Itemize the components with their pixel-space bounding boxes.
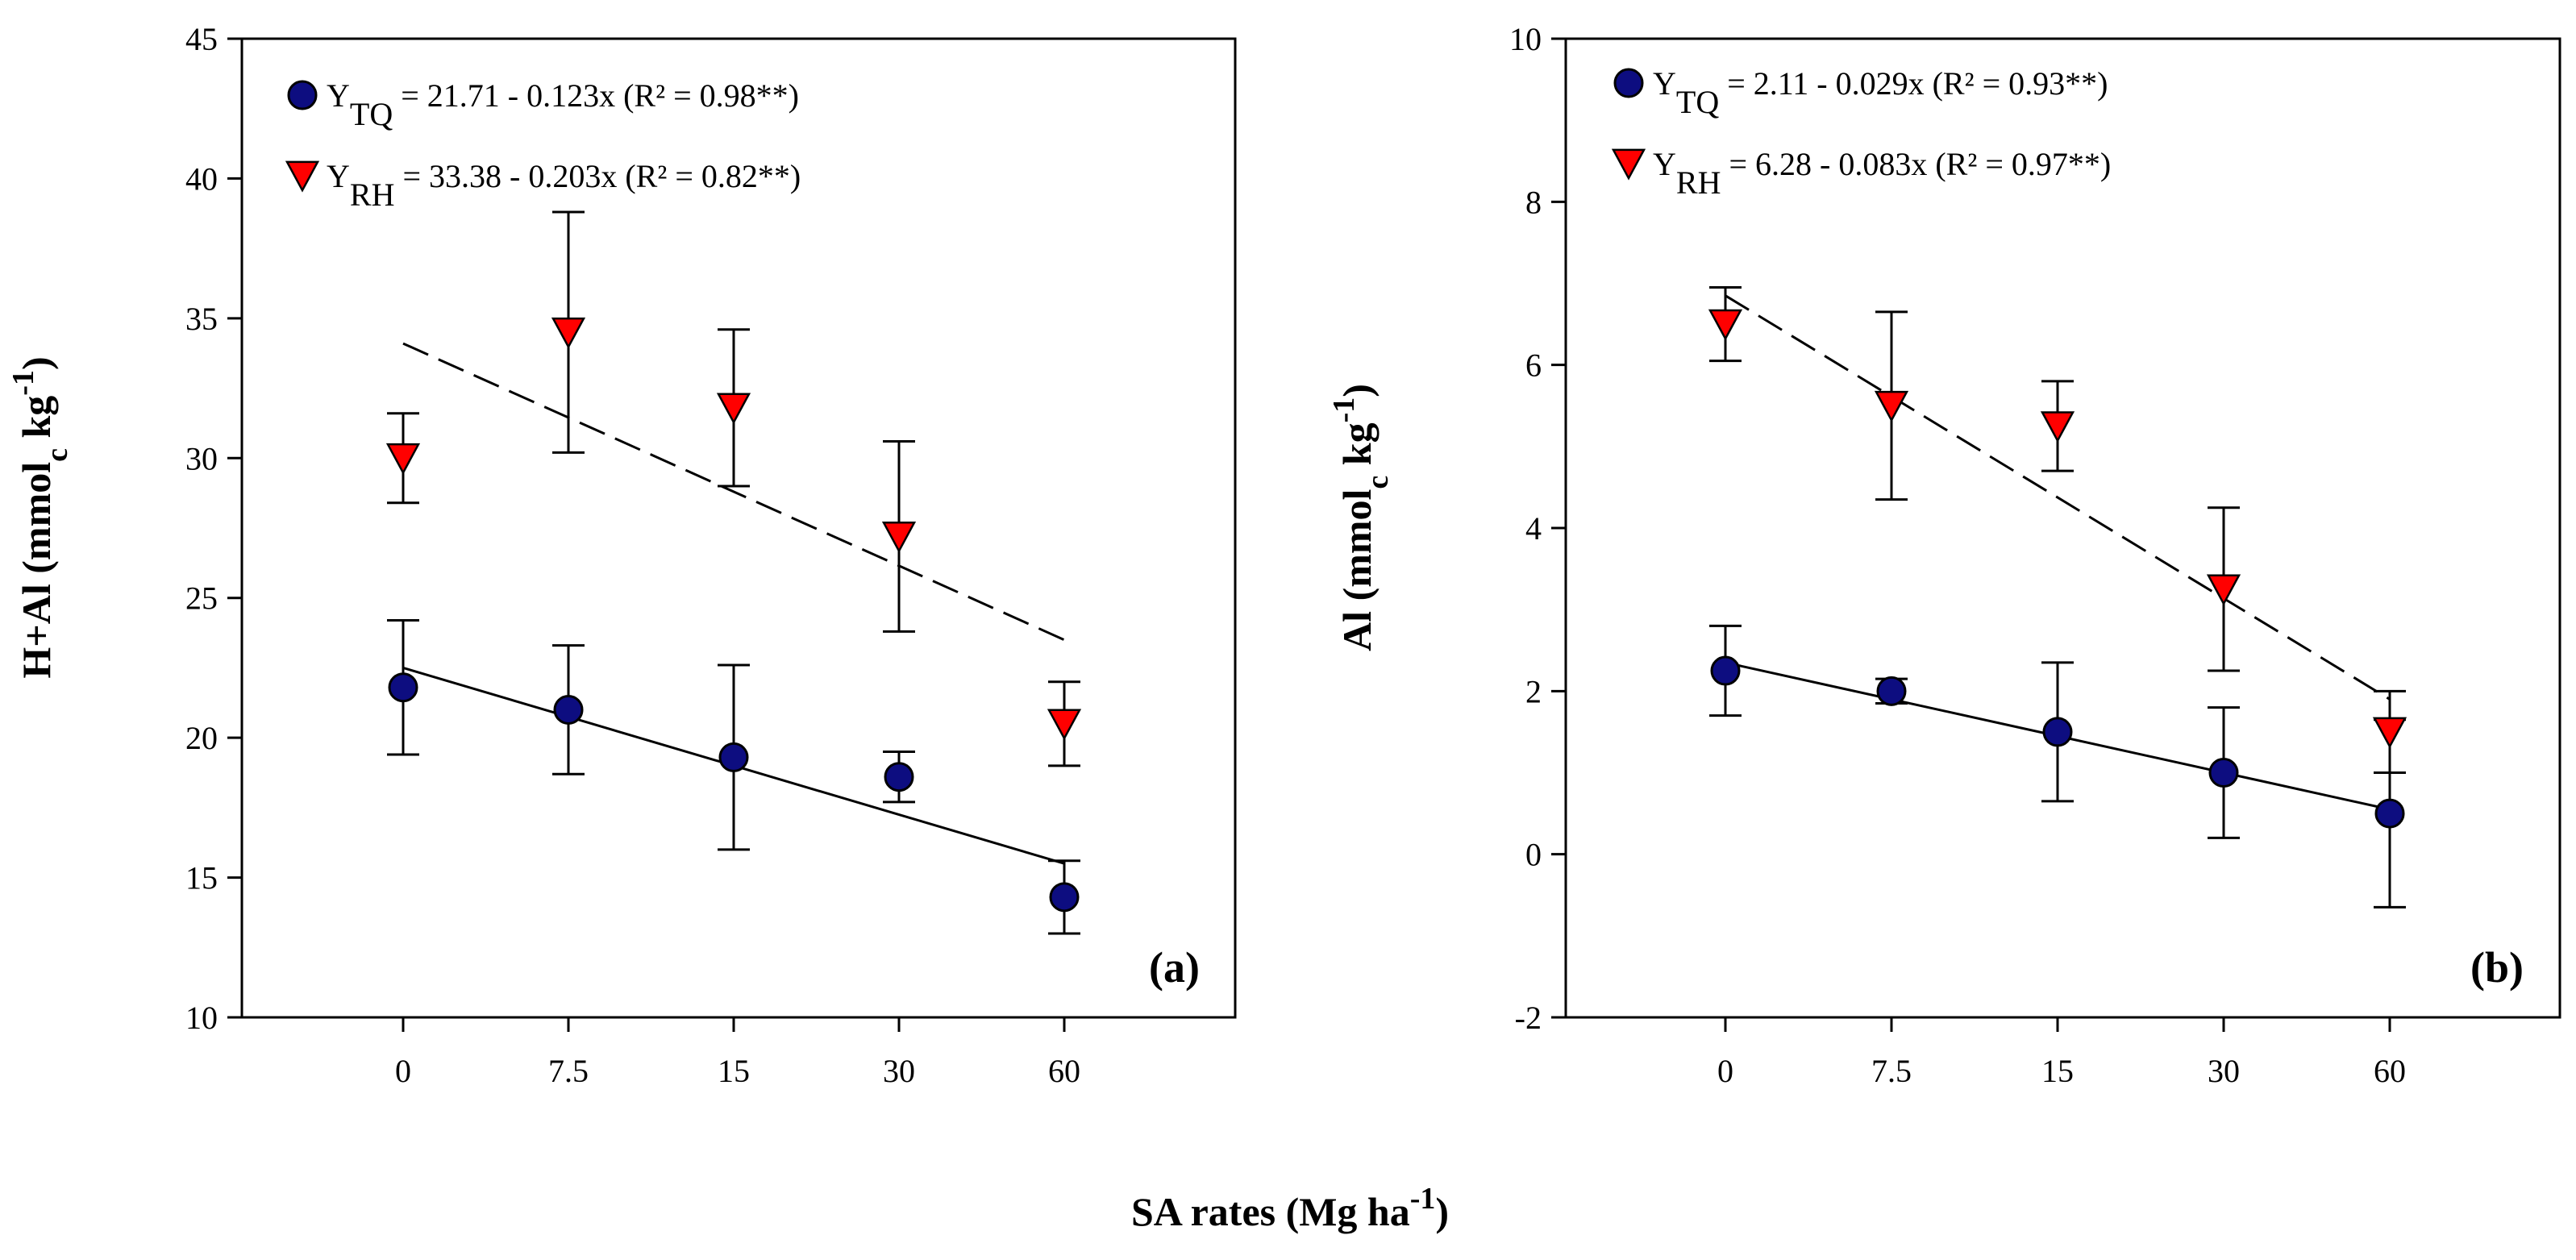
x-tick-label-b: 60: [2374, 1053, 2406, 1089]
svg-text:YTQ = 2.11 - 0.029x (R² = 0.93: YTQ = 2.11 - 0.029x (R² = 0.93**): [1653, 65, 2108, 120]
legend-entry-tq-a: YTQ = 21.71 - 0.123x (R² = 0.98**): [287, 77, 799, 132]
x-axis-title: SA rates (Mg ha-1): [1131, 1182, 1449, 1234]
legend-entry-rh-b: YRH = 6.28 - 0.083x (R² = 0.97**): [1611, 146, 2111, 201]
legend-triangle-symbol-b: [1611, 148, 1646, 181]
data-point-rh-a: [881, 522, 917, 554]
y-axis-title-b: Al (mmolc kg-1): [1327, 384, 1395, 651]
y-tick-label-a: 30: [185, 440, 218, 476]
data-point-rh-b: [2372, 717, 2407, 749]
fit-line-rh-b: [1725, 294, 2391, 701]
panel-label-a: (a): [1149, 943, 1200, 992]
legend-b: YTQ = 2.11 - 0.029x (R² = 0.93**) YRH = …: [1611, 65, 2111, 201]
legend-label-rh-b: Y: [1653, 146, 1676, 182]
y-tick-label-a: 10: [185, 1000, 218, 1036]
legend-label-tq-a: Y: [327, 77, 350, 114]
legend-triangle-symbol-a: [285, 160, 320, 193]
data-point-rh-b: [1874, 390, 1909, 422]
data-point-tq-b: [2208, 758, 2239, 788]
svg-text:YRH = 6.28 - 0.083x (R² = 0.97: YRH = 6.28 - 0.083x (R² = 0.97**): [1653, 146, 2111, 201]
data-point-tq-a: [553, 694, 584, 725]
y-tick-label-b: -2: [1515, 1000, 1542, 1036]
plot-area-b: -2 0 2 4 6 8 10 0 7.5 15 30 60: [1509, 21, 2561, 1089]
data-point-tq-b: [2374, 798, 2405, 829]
data-point-tq-b: [2042, 717, 2073, 747]
plot-frame-a: [240, 37, 1237, 1019]
y-tick-label-a: 15: [185, 860, 218, 896]
svg-text:H+Al (mmolc kg-1): H+Al (mmolc kg-1): [6, 356, 74, 678]
y-tick-label-a: 35: [185, 301, 218, 337]
y-tick-label-b: 10: [1509, 21, 1542, 57]
y-tick-label-a: 20: [185, 720, 218, 756]
data-point-tq-b: [1710, 655, 1741, 686]
legend-marker-triangle-a: [285, 160, 320, 193]
panel-b: Al (mmolc kg-1) -2 0 2 4 6 8 10 0 7.5 15 30 60 YTQ …: [1327, 21, 2561, 1089]
legend-a: YTQ = 21.71 - 0.123x (R² = 0.98**) YRH =…: [285, 77, 801, 213]
x-tick-label-b: 7.5: [1871, 1053, 1912, 1089]
y-tick-label-b: 6: [1525, 347, 1542, 384]
data-point-rh-b: [1708, 309, 1743, 341]
y-tick-label-b: 8: [1525, 184, 1542, 220]
x-tick-label-b: 30: [2208, 1053, 2240, 1089]
data-point-tq-a: [388, 672, 418, 703]
y-tick-label-a: 45: [185, 21, 218, 57]
svg-text:YRH = 33.38 - 0.203x (R² = 0.8: YRH = 33.38 - 0.203x (R² = 0.82**): [327, 158, 801, 213]
legend-entry-rh-a: YRH = 33.38 - 0.203x (R² = 0.82**): [285, 158, 801, 213]
x-tick-label-a: 15: [718, 1053, 750, 1089]
legend-label-rh-a: Y: [327, 158, 350, 194]
y-tick-label-b: 0: [1525, 837, 1542, 873]
data-point-rh-a: [385, 443, 421, 475]
legend-entry-tq-b: YTQ = 2.11 - 0.029x (R² = 0.93**): [1613, 65, 2108, 120]
data-point-rh-b: [2206, 574, 2241, 606]
svg-text:Al (mmolc kg-1): Al (mmolc kg-1): [1327, 384, 1395, 651]
data-point-tq-a: [1049, 882, 1080, 913]
y-tick-label-b: 2: [1525, 673, 1542, 709]
svg-text:YTQ = 21.71 - 0.123x (R² = 0.9: YTQ = 21.71 - 0.123x (R² = 0.98**): [327, 77, 799, 132]
data-point-rh-b: [2040, 411, 2075, 443]
data-point-tq-a: [884, 762, 914, 792]
legend-marker-circle-b: [1613, 68, 1644, 98]
x-tick-label-a: 60: [1048, 1053, 1080, 1089]
y-tick-label-b: 4: [1525, 510, 1542, 547]
data-point-rh-a: [1047, 709, 1082, 741]
legend-marker-triangle-b: [1611, 148, 1646, 181]
y-tick-label-a: 40: [185, 160, 218, 197]
legend-circle-symbol-a: [287, 80, 318, 110]
x-tick-label-a: 7.5: [548, 1053, 589, 1089]
legend-marker-circle-a: [287, 80, 318, 110]
x-tick-label-a: 30: [883, 1053, 915, 1089]
data-point-tq-b: [1876, 676, 1907, 706]
x-tick-label-b: 0: [1717, 1053, 1733, 1089]
y-axis-title-a: H+Al (mmolc kg-1): [6, 356, 74, 678]
data-point-tq-a: [718, 742, 749, 772]
x-tick-label-a: 0: [395, 1053, 411, 1089]
legend-circle-symbol-b: [1613, 68, 1644, 98]
data-point-rh-a: [551, 317, 586, 349]
panel-a: H+Al (mmolc kg-1) 10 15 20 25 30 35 40 45 0 7.5 15…: [6, 21, 1237, 1089]
plot-area-a: 10 15 20 25 30 35 40 45 0 7.5 15 30 60: [185, 21, 1237, 1089]
data-point-rh-a: [716, 393, 751, 425]
x-tick-label-b: 15: [2041, 1053, 2074, 1089]
fit-line-rh-a: [402, 342, 1065, 642]
y-tick-label-a: 25: [185, 580, 218, 617]
legend-label-tq-b: Y: [1653, 65, 1676, 102]
panel-label-b: (b): [2470, 943, 2524, 992]
